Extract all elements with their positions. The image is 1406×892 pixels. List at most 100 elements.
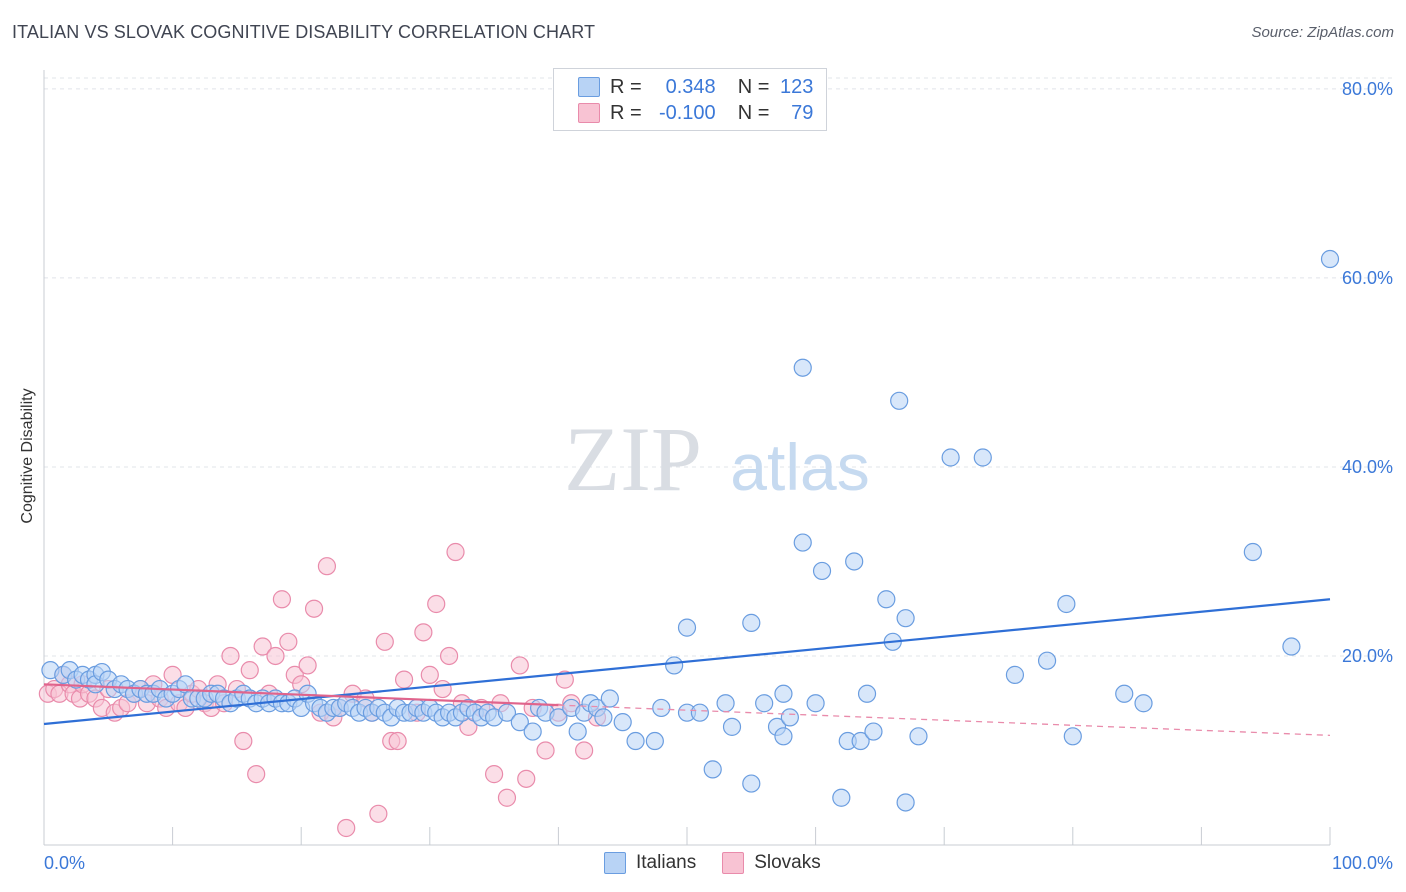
data-point-italians	[941, 448, 960, 467]
y-tick-label: 60.0%	[1342, 268, 1393, 288]
data-point-slovaks	[536, 741, 555, 760]
data-point-slovaks	[517, 769, 536, 788]
data-point-italians	[1115, 684, 1134, 703]
data-point-slovaks	[575, 741, 594, 760]
data-point-italians	[890, 391, 909, 410]
data-point-italians	[896, 793, 915, 812]
legend-label-slovaks: Slovaks	[754, 852, 821, 873]
legend-row-italians: R = 0.348 N = 123	[578, 74, 813, 100]
data-point-italians	[613, 713, 632, 732]
data-point-italians	[742, 613, 761, 632]
data-point-italians	[1282, 637, 1301, 656]
data-point-slovaks	[221, 646, 240, 666]
watermark: ZIP atlas	[564, 408, 870, 510]
data-point-italians	[793, 533, 812, 552]
data-point-slovaks	[427, 594, 446, 614]
data-point-slovaks	[375, 632, 394, 651]
legend-n-value-italians: 123	[780, 75, 814, 98]
watermark-zip: ZIP	[564, 408, 702, 510]
data-point-italians	[1243, 542, 1262, 562]
data-point-italians	[1320, 249, 1340, 269]
legend-r-value-italians: 0.348	[665, 75, 716, 98]
data-point-slovaks	[369, 804, 388, 823]
legend-swatch-italians	[578, 77, 600, 97]
data-point-italians	[857, 684, 877, 703]
data-point-slovaks	[317, 557, 337, 576]
trend-lines	[43, 598, 1331, 737]
data-point-italians	[549, 708, 568, 727]
data-point-italians	[780, 708, 799, 727]
data-point-italians	[896, 609, 915, 628]
data-point-italians	[1005, 665, 1025, 684]
data-point-italians	[909, 727, 928, 746]
data-point-slovaks	[446, 542, 465, 562]
data-point-slovaks	[240, 661, 259, 680]
data-point-italians	[665, 656, 684, 675]
data-point-italians	[851, 731, 870, 751]
data-point-italians	[568, 722, 587, 741]
data-point-slovaks	[234, 731, 253, 751]
data-point-italians	[523, 722, 542, 741]
data-point-slovaks	[253, 637, 272, 656]
data-point-italians	[703, 760, 722, 779]
series-italians	[41, 249, 1340, 812]
legend-n-label: N =	[737, 75, 770, 98]
data-point-italians	[652, 698, 671, 718]
data-point-italians	[626, 731, 645, 751]
data-point-italians	[690, 703, 709, 722]
data-point-slovaks	[298, 656, 317, 675]
legend-swatch-slovaks	[578, 103, 600, 123]
data-point-italians	[793, 358, 812, 377]
data-point-italians	[832, 788, 851, 807]
data-point-italians	[1057, 594, 1076, 614]
data-point-italians	[845, 552, 864, 571]
trend-line-slovaks-extension	[558, 704, 1331, 737]
data-point-slovaks	[337, 818, 356, 838]
data-point-italians	[497, 703, 517, 722]
data-point-slovaks	[510, 656, 529, 675]
legend-item-slovaks[interactable]: Slovaks	[722, 852, 821, 874]
data-point-italians	[877, 590, 896, 609]
data-point-slovaks	[272, 590, 292, 609]
legend-r-label: R =	[610, 75, 642, 98]
correlation-legend: R = 0.348 N = 123 R = -0.100 N = 79	[553, 68, 827, 131]
legend-label-italians: Italians	[636, 852, 697, 873]
data-point-italians	[774, 684, 793, 703]
y-tick-label: 80.0%	[1342, 79, 1393, 99]
data-point-slovaks	[555, 670, 574, 689]
data-point-italians	[716, 694, 735, 713]
legend-r-label: R =	[610, 101, 642, 124]
data-point-italians	[812, 561, 832, 581]
data-point-italians	[645, 731, 664, 751]
y-tick-label: 40.0%	[1342, 457, 1393, 477]
data-point-italians	[510, 713, 529, 732]
legend-n-label: N =	[737, 101, 770, 124]
legend-n-value-slovaks: 79	[791, 101, 814, 124]
axes	[43, 70, 1331, 846]
data-point-slovaks	[439, 646, 459, 666]
data-point-slovaks	[304, 599, 324, 618]
data-point-slovaks	[420, 665, 439, 684]
x-tick-label: 0.0%	[44, 853, 85, 873]
legend-swatch-slovaks	[722, 852, 745, 874]
data-point-slovaks	[388, 731, 407, 751]
legend-r-value-slovaks: -0.100	[658, 101, 716, 124]
series-slovaks	[38, 542, 607, 838]
chart-title: ITALIAN VS SLOVAK COGNITIVE DISABILITY C…	[12, 22, 596, 42]
trend-line-slovaks	[43, 683, 559, 707]
data-point-slovaks	[266, 646, 285, 666]
grid-lines	[44, 77, 1395, 657]
data-point-italians	[1037, 651, 1057, 670]
data-point-italians	[774, 727, 793, 746]
x-tick-label: 100.0%	[1332, 853, 1393, 873]
y-tick-label: 20.0%	[1342, 646, 1393, 666]
data-point-italians	[742, 774, 761, 793]
data-point-italians	[677, 618, 697, 637]
legend-item-italians[interactable]: Italians	[604, 852, 696, 874]
data-point-slovaks	[485, 765, 504, 784]
data-point-italians	[755, 694, 774, 713]
y-axis-label: Cognitive Disability	[19, 388, 36, 524]
legend-swatch-italians	[604, 852, 626, 874]
data-point-slovaks	[414, 623, 433, 642]
